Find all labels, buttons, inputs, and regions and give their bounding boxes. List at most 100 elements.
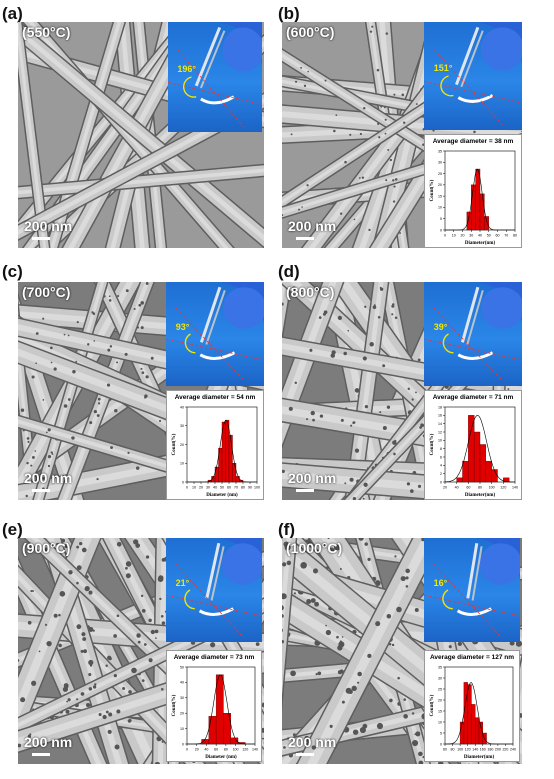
x-tick-label: 120 <box>500 486 506 490</box>
histogram-bar <box>232 463 237 483</box>
histogram-bar <box>230 737 239 745</box>
y-tick-label: 2 <box>440 472 442 476</box>
y-tick-label: 20 <box>438 698 442 702</box>
x-tick-label: 60 <box>466 486 470 490</box>
histogram-bar <box>468 415 475 483</box>
x-tick-label: 20 <box>461 234 465 238</box>
x-axis-label: Diameter(nm) <box>464 755 495 760</box>
y-tick-label: 15 <box>438 709 442 713</box>
histogram-bar <box>459 721 465 745</box>
histogram-bar <box>471 184 476 231</box>
y-tick-label: 20 <box>180 712 184 716</box>
histogram-bar <box>475 168 481 231</box>
contact-angle-label: 21° <box>175 577 190 588</box>
histogram-title: Average diameter = 38 nm <box>432 138 514 145</box>
y-tick-label: 35 <box>438 149 442 153</box>
x-tick-label: 80 <box>478 486 482 490</box>
temperature-label: (700°C) <box>22 284 71 300</box>
contact-angle-label: 151° <box>433 63 453 74</box>
y-tick-label: 0 <box>440 742 442 746</box>
histogram-bar <box>479 193 485 231</box>
temperature-label: (800°C) <box>286 284 335 300</box>
histogram-title: Average diameter = 71 nm <box>432 394 514 401</box>
histogram-bar <box>466 211 472 231</box>
histogram-bar <box>223 713 231 745</box>
temperature-label: (550°C) <box>22 24 71 40</box>
histogram-plot: 60 80 100 120 140 160 180 200 220 240 0 5 10 15 20 25 30… <box>430 665 516 760</box>
histogram-bar <box>479 444 487 483</box>
x-tick-label: 60 <box>227 486 231 490</box>
panel-letter: (b) <box>278 4 300 23</box>
x-tick-label: 70 <box>234 486 238 490</box>
x-tick-label: 100 <box>457 748 463 752</box>
y-axis-label: Count(%) <box>172 433 177 455</box>
panel-letter: (d) <box>278 262 300 281</box>
x-tick-label: 220 <box>502 748 508 752</box>
y-tick-label: 0 <box>182 742 184 746</box>
y-tick-label: 10 <box>180 727 184 731</box>
photo-drawing <box>166 282 264 382</box>
histogram-bar <box>473 431 481 483</box>
histogram-bar <box>239 479 244 483</box>
x-axis-label: Diameter(nm) <box>465 241 496 246</box>
scale-bar <box>32 237 50 240</box>
x-axis-label: Diameter (nm) <box>206 493 238 498</box>
y-tick-label: 10 <box>180 462 184 466</box>
x-axis-label: Diameter(nm) <box>465 493 496 498</box>
x-tick-label: 0 <box>186 748 188 752</box>
contact-angle-label: 196° <box>177 63 197 74</box>
y-tick-label: 20 <box>438 183 442 187</box>
y-tick-label: 0 <box>440 480 442 484</box>
fit-curve <box>187 419 257 483</box>
contact-angle-photo: 21° <box>166 538 262 642</box>
y-tick-label: 30 <box>438 161 442 165</box>
y-tick-label: 8 <box>440 447 442 451</box>
x-tick-label: 40 <box>455 486 459 490</box>
histogram-bar <box>467 684 472 745</box>
x-tick-label: 80 <box>451 748 455 752</box>
y-tick-label: 40 <box>180 405 184 409</box>
y-tick-label: 14 <box>438 422 442 426</box>
x-tick-label: 40 <box>478 234 482 238</box>
diameter-histogram: Average diameter = 127 nm 60 80 100 120 140 16… <box>424 650 520 762</box>
diameter-histogram: Average diameter = 38 nm 0 10 20 30 40 50 60 70 8… <box>424 134 522 248</box>
x-tick-label: 40 <box>213 486 217 490</box>
x-tick-label: 50 <box>487 234 491 238</box>
histogram-bar <box>471 704 476 745</box>
y-tick-label: 15 <box>438 194 442 198</box>
y-tick-label: 25 <box>438 172 442 176</box>
x-tick-label: 80 <box>513 234 517 238</box>
y-tick-label: 25 <box>438 687 442 691</box>
histogram-plot: 0 10 20 30 40 50 60 70 80 90 100010203040Diameter … <box>172 405 260 498</box>
x-tick-label: 90 <box>248 486 252 490</box>
x-tick-label: 20 <box>443 486 447 490</box>
fit-curve <box>445 168 515 231</box>
x-tick-label: 100 <box>254 486 260 490</box>
histogram-bar <box>456 477 463 483</box>
histogram-plot: 0 20 40 60 80 100 120 140 0 10 20 30 40 50 Diameter (n… <box>172 665 258 760</box>
contact-angle-photo: 196° <box>168 22 262 132</box>
histogram-bar <box>225 419 230 483</box>
x-tick-label: 20 <box>199 486 203 490</box>
histogram-bar <box>491 469 498 483</box>
histogram-bar <box>214 466 219 483</box>
x-tick-label: 70 <box>504 234 508 238</box>
histogram-title: Average diameter = 73 nm <box>173 654 255 661</box>
fit-curve <box>445 681 513 745</box>
y-axis-label: Count(%) <box>430 694 435 716</box>
scale-bar-label: 200 nm <box>24 218 73 234</box>
histogram-bar <box>228 434 233 483</box>
histogram-bar <box>235 476 240 483</box>
y-tick-label: 30 <box>180 424 184 428</box>
x-tick-label: 120 <box>242 748 248 752</box>
histogram-bar <box>463 682 468 745</box>
panel-letter: (f) <box>278 520 295 539</box>
y-tick-label: 16 <box>438 414 442 418</box>
histogram-bar <box>201 739 210 745</box>
x-tick-label: 100 <box>489 486 495 490</box>
x-tick-label: 50 <box>220 486 224 490</box>
y-tick-label: 5 <box>440 217 442 221</box>
scale-bar-label: 200 nm <box>288 470 337 486</box>
diameter-histogram: Average diameter = 71 nm 20 40 60 80 100 120 14… <box>424 390 522 500</box>
contact-angle-photo: 93° <box>166 282 264 386</box>
